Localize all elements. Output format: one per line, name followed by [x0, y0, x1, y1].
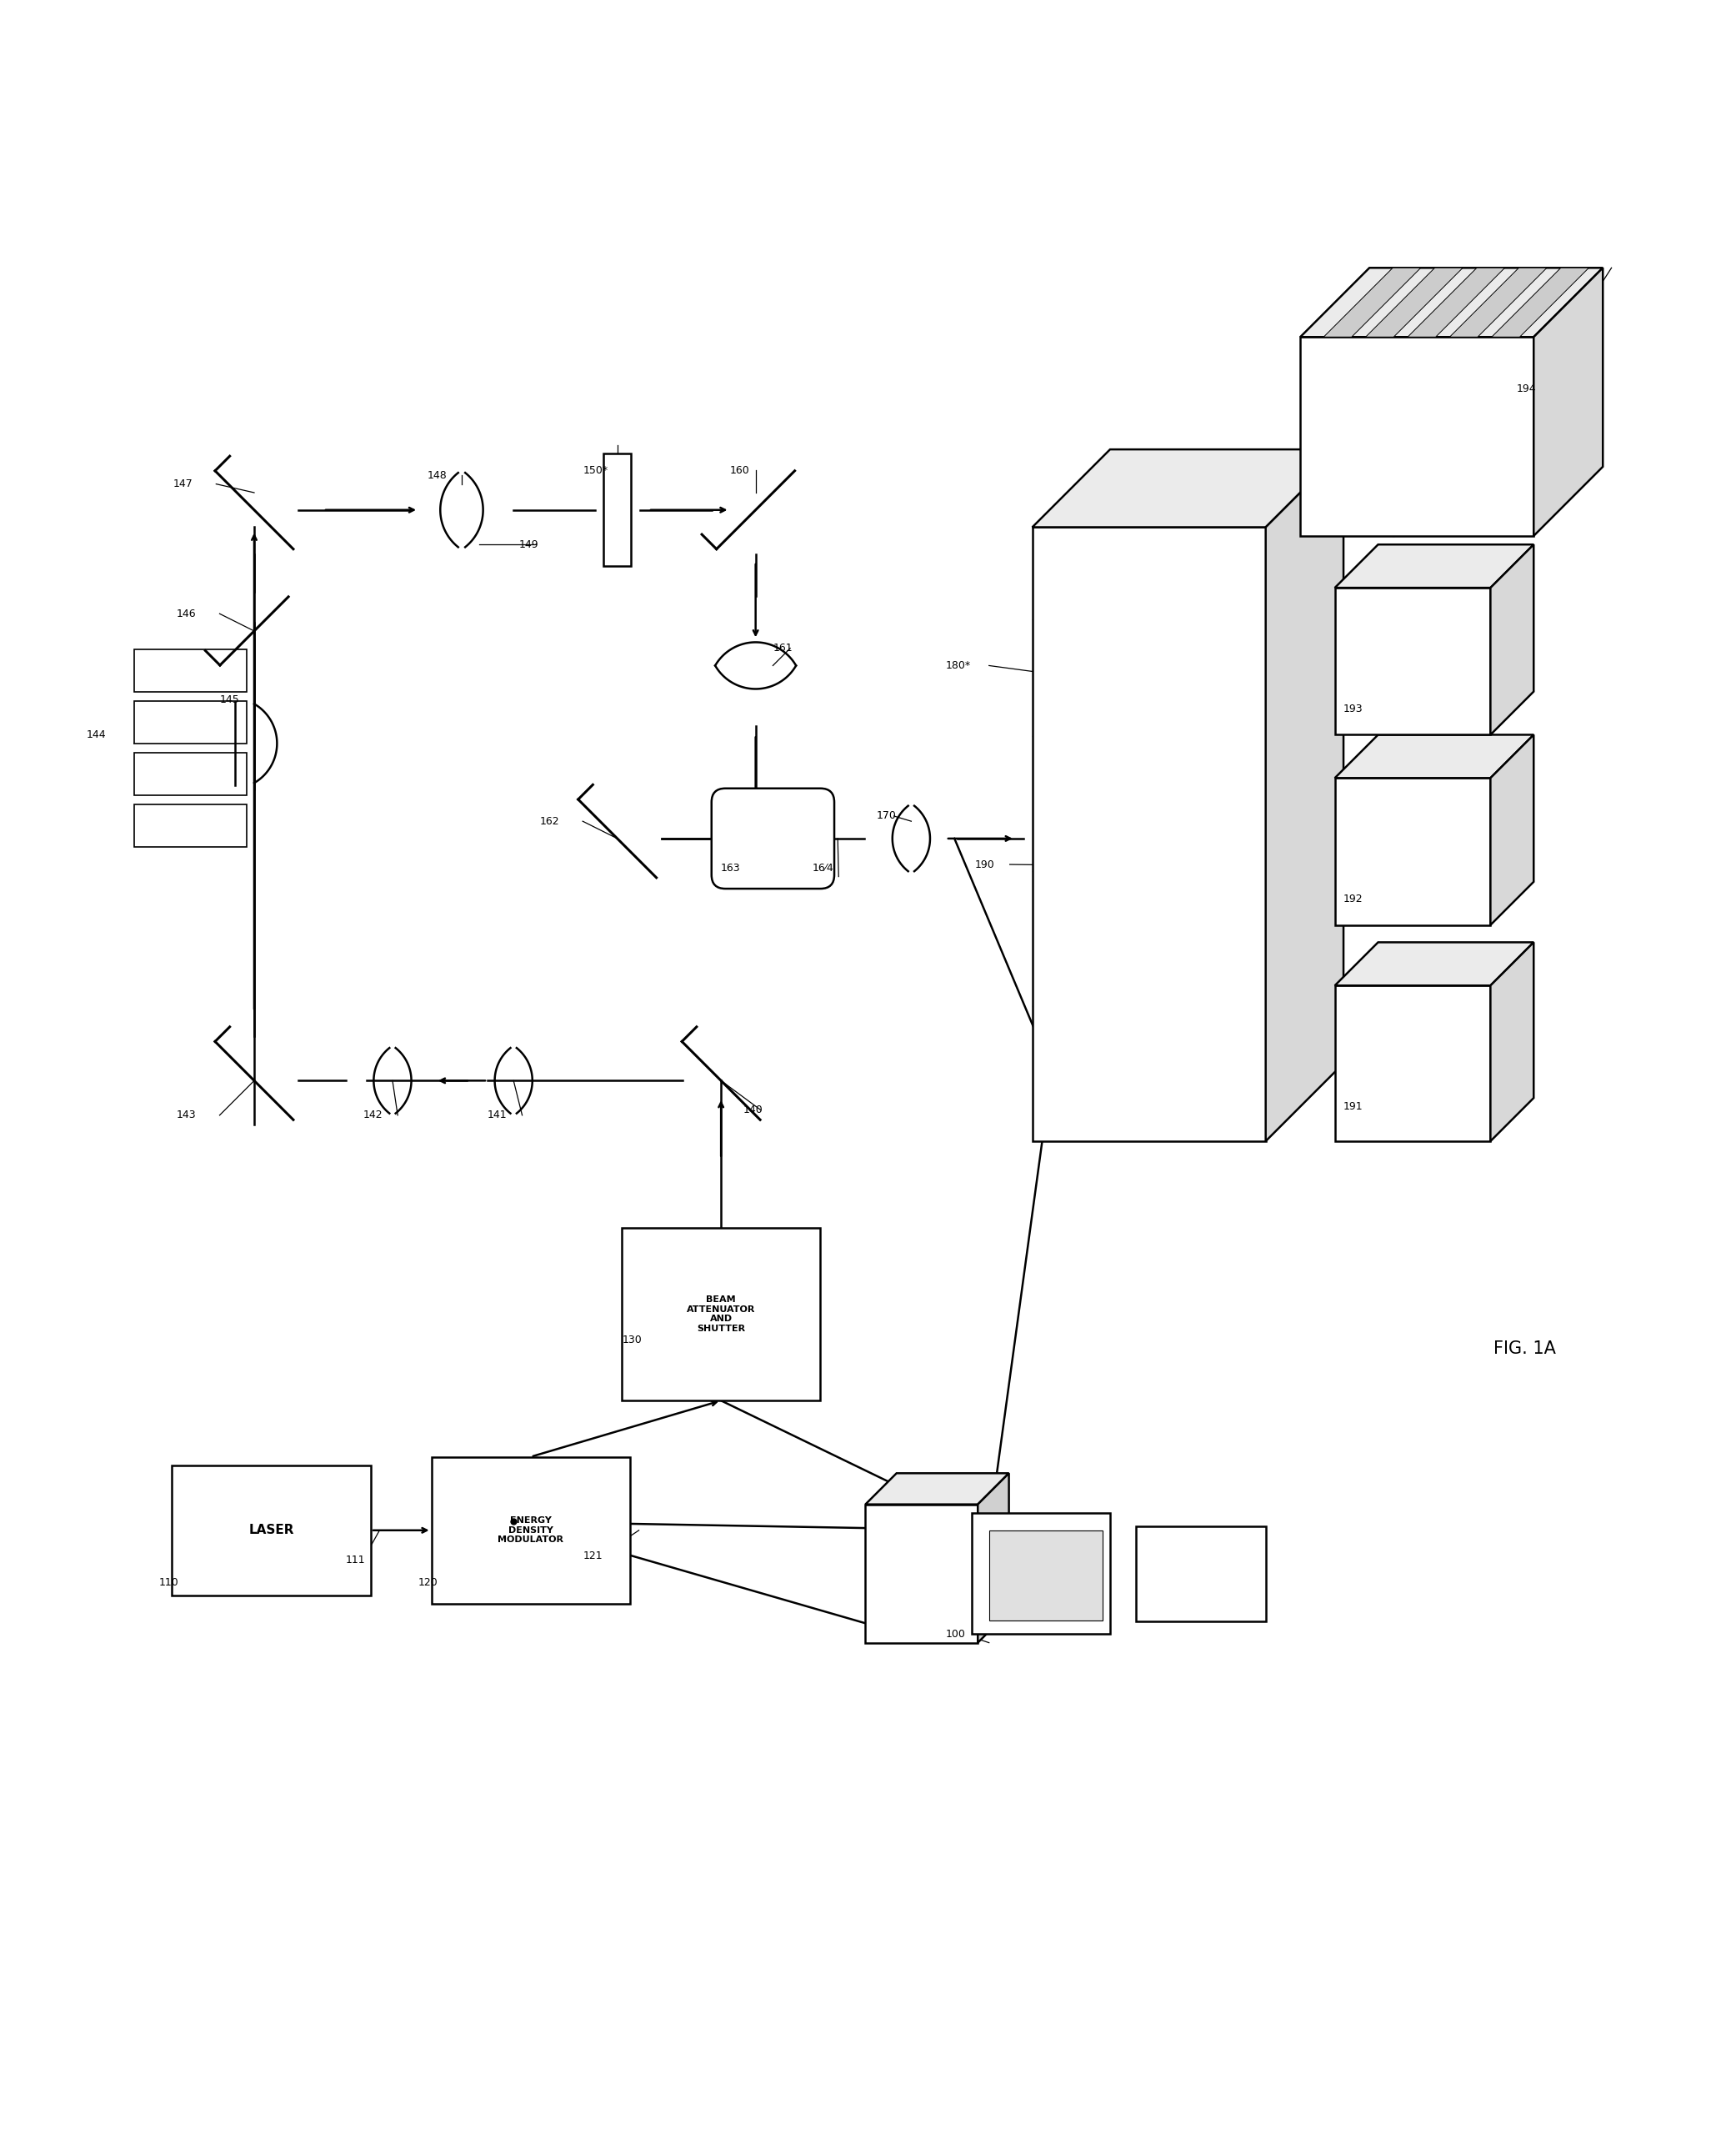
Polygon shape [1335, 943, 1533, 986]
Text: 100: 100 [946, 1629, 965, 1640]
Bar [172, 1466, 372, 1595]
Text: 141: 141 [488, 1111, 507, 1121]
Bar [1335, 778, 1491, 924]
Bar [1300, 337, 1533, 536]
Bar [1335, 587, 1491, 735]
Text: 144: 144 [87, 729, 106, 740]
Bar [990, 1531, 1102, 1621]
Polygon shape [866, 1473, 1009, 1505]
Polygon shape [1335, 545, 1533, 587]
Polygon shape [1533, 268, 1602, 536]
Bar [134, 753, 247, 795]
Polygon shape [1491, 943, 1533, 1141]
Text: 142: 142 [363, 1111, 384, 1121]
Text: 162: 162 [540, 817, 559, 828]
Text: 120: 120 [418, 1576, 437, 1587]
Text: ENERGY
DENSITY
MODULATOR: ENERGY DENSITY MODULATOR [498, 1516, 564, 1544]
Text: 121: 121 [583, 1550, 602, 1561]
Bar [866, 1505, 977, 1642]
Polygon shape [1323, 268, 1420, 337]
Bar [1335, 986, 1491, 1141]
Text: 111: 111 [345, 1554, 366, 1565]
Text: 149: 149 [519, 538, 538, 551]
Text: 161: 161 [773, 643, 793, 654]
Bar [134, 804, 247, 847]
Bar [1135, 1527, 1266, 1621]
Polygon shape [1335, 735, 1533, 778]
Polygon shape [1491, 735, 1533, 924]
Text: 150*: 150* [583, 465, 608, 476]
FancyBboxPatch shape [712, 789, 835, 888]
Text: 160: 160 [729, 465, 750, 476]
Bar [621, 1229, 821, 1400]
Text: 170: 170 [877, 810, 896, 821]
Text: 190: 190 [976, 860, 995, 870]
Text: 148: 148 [427, 470, 446, 480]
Text: 194: 194 [1516, 384, 1536, 394]
Polygon shape [977, 1473, 1009, 1642]
Polygon shape [1450, 268, 1547, 337]
Bar [1033, 527, 1266, 1141]
Text: 192: 192 [1344, 894, 1363, 905]
Polygon shape [1033, 450, 1344, 527]
Text: 193: 193 [1344, 703, 1363, 714]
Text: 143: 143 [177, 1111, 196, 1121]
Bar [972, 1514, 1109, 1634]
Polygon shape [1266, 450, 1344, 1141]
Text: 163: 163 [720, 862, 741, 873]
Text: 110: 110 [160, 1576, 179, 1587]
Polygon shape [1408, 268, 1505, 337]
Text: 16⁄4: 16⁄4 [812, 862, 833, 873]
Text: 145: 145 [220, 695, 240, 705]
Polygon shape [1491, 545, 1533, 735]
Polygon shape [1491, 268, 1588, 337]
Bar [604, 455, 632, 566]
Text: 140: 140 [743, 1104, 764, 1115]
Text: 191: 191 [1344, 1102, 1363, 1113]
Bar [134, 701, 247, 744]
Bar [134, 650, 247, 693]
Polygon shape [1366, 268, 1463, 337]
Text: 147: 147 [174, 478, 193, 489]
Text: BEAM
ATTENUATOR
AND
SHUTTER: BEAM ATTENUATOR AND SHUTTER [687, 1295, 755, 1334]
Text: FIG. 1A: FIG. 1A [1495, 1340, 1555, 1357]
Text: 130: 130 [623, 1336, 642, 1346]
Text: 146: 146 [177, 609, 196, 620]
Polygon shape [1300, 268, 1602, 337]
Text: LASER: LASER [248, 1524, 293, 1537]
Text: 180*: 180* [946, 660, 970, 671]
Bar [432, 1456, 630, 1604]
